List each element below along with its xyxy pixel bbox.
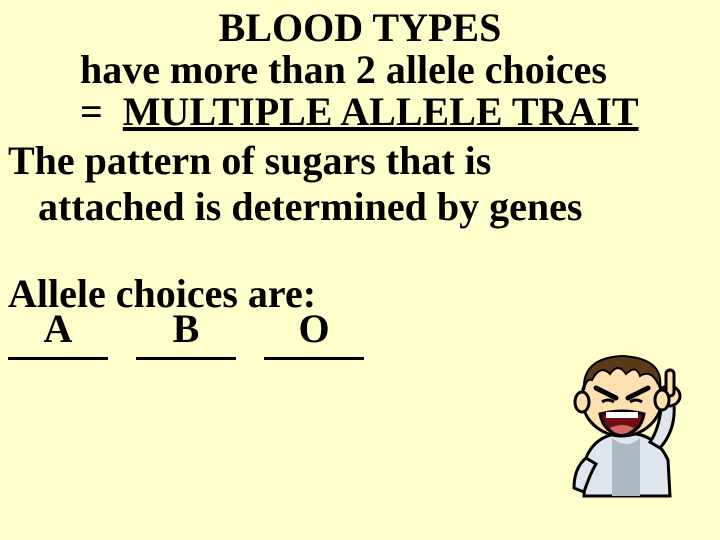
body-text: The pattern of sugars that is attached i… — [0, 138, 720, 230]
title: BLOOD TYPES — [0, 6, 720, 50]
angry-boy-cartoon-icon — [556, 338, 696, 498]
equals-sign: = — [80, 89, 103, 134]
allele-label-a: A — [44, 306, 73, 351]
trait-name-underlined: MULTIPLE ALLELE TRAIT — [123, 89, 639, 134]
slide: BLOOD TYPES have more than 2 allele choi… — [0, 0, 720, 540]
allele-blank-b: B — [136, 311, 236, 360]
allele-blank-o: O — [264, 311, 364, 360]
subtitle-line: have more than 2 allele choices — [0, 48, 720, 92]
body-line-2: attached is determined by genes — [8, 184, 720, 230]
allele-heading: Allele choices are: — [0, 270, 720, 317]
body-line-1: The pattern of sugars that is — [8, 138, 491, 183]
allele-label-o: O — [298, 306, 329, 351]
allele-label-b: B — [173, 306, 200, 351]
equals-line: = MULTIPLE ALLELE TRAIT — [0, 90, 720, 134]
allele-blank-a: A — [8, 311, 108, 360]
